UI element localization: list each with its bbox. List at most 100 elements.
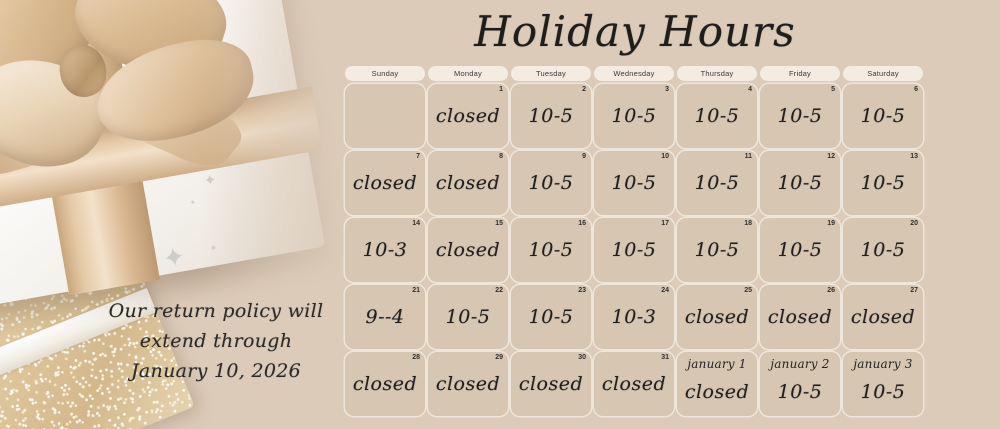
day-number: 4 (748, 86, 752, 93)
weekday-header-tuesday: Tuesday (511, 66, 591, 81)
day-number: 9 (582, 153, 586, 160)
calendar-day-cell: 31 closed (594, 352, 674, 416)
weekday-header-thursday: Thursday (677, 66, 757, 81)
day-number: 13 (910, 153, 918, 160)
day-number: 29 (495, 354, 503, 361)
calendar-day-cell: 5 10-5 (760, 84, 840, 148)
day-number: 2 (582, 86, 586, 93)
day-hours: 10-5 (694, 105, 740, 127)
calendar-day-cell: 4 10-5 (677, 84, 757, 148)
calendar-day-cell: 12 10-5 (760, 151, 840, 215)
holiday-hours-calendar: Sunday Monday Tuesday Wednesday Thursday Frid… (345, 66, 923, 416)
day-hours: 10-5 (694, 172, 740, 194)
day-number: 27 (910, 287, 918, 294)
calendar-day-cell: 20 10-5 (843, 218, 923, 282)
calendar-day-cell: 23 10-5 (511, 285, 591, 349)
day-number: 31 (661, 354, 669, 361)
day-number: 26 (827, 287, 835, 294)
calendar-day-cell: 2 10-5 (511, 84, 591, 148)
calendar-day-cell: 25 closed (677, 285, 757, 349)
day-number: 24 (661, 287, 669, 294)
calendar-day-cell: january 1 closed (677, 352, 757, 416)
day-hours: 10-5 (611, 105, 657, 127)
gift-photo: ✦ ✦ ✦ ✦ ✦ ✦ (0, 0, 345, 429)
day-number: 14 (412, 220, 420, 227)
weekday-header-friday: Friday (760, 66, 840, 81)
day-hours: 10-3 (362, 239, 408, 261)
calendar-day-cell: 9 10-5 (511, 151, 591, 215)
day-number: 18 (744, 220, 752, 227)
calendar-day-cell: 30 closed (511, 352, 591, 416)
day-number: 10 (661, 153, 669, 160)
day-number: 28 (412, 354, 420, 361)
policy-line-3: January 10, 2026 (130, 360, 301, 382)
calendar-day-cell: 28 closed (345, 352, 425, 416)
day-number: 3 (665, 86, 669, 93)
day-hours: 10-5 (528, 306, 574, 328)
calendar-day-cell: 1 closed (428, 84, 508, 148)
day-number: 16 (578, 220, 586, 227)
day-number: 7 (416, 153, 420, 160)
calendar-weekday-header: Sunday Monday Tuesday Wednesday Thursday Frid… (345, 66, 923, 81)
dot-icon (191, 200, 195, 204)
day-hours: 10-5 (528, 105, 574, 127)
calendar-day-cell: january 2 10-5 (760, 352, 840, 416)
day-month-label: january 2 (770, 357, 830, 371)
policy-line-2: extend through (139, 330, 293, 352)
calendar-day-cell: 18 10-5 (677, 218, 757, 282)
calendar-grid: 1 closed 2 10-5 3 10-5 4 10-5 5 10-5 6 10-5 7 closed 8… (345, 84, 923, 416)
day-number: 5 (831, 86, 835, 93)
day-hours: 10-5 (860, 172, 906, 194)
day-hours: closed (352, 373, 418, 395)
day-number: 12 (827, 153, 835, 160)
day-number: 23 (578, 287, 586, 294)
day-hours: closed (435, 373, 501, 395)
day-month-label: january 1 (687, 357, 747, 371)
day-hours: closed (684, 306, 750, 328)
calendar-day-cell: 22 10-5 (428, 285, 508, 349)
day-hours: closed (435, 172, 501, 194)
calendar-day-cell: 24 10-3 (594, 285, 674, 349)
day-hours: 9--4 (365, 306, 405, 328)
day-number: 11 (744, 153, 752, 160)
calendar-day-cell: 14 10-3 (345, 218, 425, 282)
day-hours: 10-5 (777, 105, 823, 127)
calendar-day-cell: 27 closed (843, 285, 923, 349)
weekday-header-wednesday: Wednesday (594, 66, 674, 81)
day-hours: 10-5 (777, 239, 823, 261)
day-hours: 10-5 (860, 105, 906, 127)
day-hours: 10-5 (777, 172, 823, 194)
day-number: 6 (914, 86, 918, 93)
page-title: Holiday Hours (474, 7, 796, 56)
day-number: 25 (744, 287, 752, 294)
day-hours: closed (435, 239, 501, 261)
day-hours: 10-5 (445, 306, 491, 328)
weekday-header-sunday: Sunday (345, 66, 425, 81)
day-number: 21 (412, 287, 420, 294)
day-hours: 10-5 (860, 380, 906, 403)
day-hours: 10-5 (528, 239, 574, 261)
day-hours: 10-5 (777, 380, 823, 403)
day-number: 30 (578, 354, 586, 361)
day-number: 8 (499, 153, 503, 160)
day-hours: closed (435, 105, 501, 127)
calendar-day-cell: 13 10-5 (843, 151, 923, 215)
day-hours: closed (684, 380, 750, 403)
calendar-day-cell: 19 10-5 (760, 218, 840, 282)
day-number: 1 (499, 86, 503, 93)
star-icon: ✦ (160, 240, 188, 275)
day-number: 19 (827, 220, 835, 227)
calendar-day-cell: 21 9--4 (345, 285, 425, 349)
calendar-day-cell: 26 closed (760, 285, 840, 349)
calendar-day-cell: 15 closed (428, 218, 508, 282)
weekday-header-saturday: Saturday (843, 66, 923, 81)
calendar-day-cell: january 3 10-5 (843, 352, 923, 416)
day-number: 20 (910, 220, 918, 227)
day-hours: closed (352, 172, 418, 194)
day-hours: closed (601, 373, 667, 395)
day-hours: 10-5 (528, 172, 574, 194)
day-hours: 10-5 (611, 172, 657, 194)
photo-fade-overlay (200, 0, 345, 429)
day-number: 15 (495, 220, 503, 227)
